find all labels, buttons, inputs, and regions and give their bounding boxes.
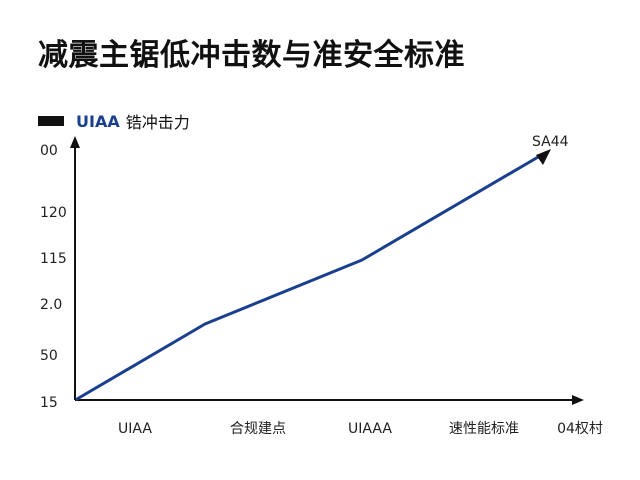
x-tick-label: 速性能标准: [449, 421, 519, 437]
y-tick-label: 115: [40, 251, 67, 267]
y-tick-label: 2.0: [40, 297, 62, 313]
x-tick-labels: UIAA 合规建点 UIAAA 速性能标准 04权村: [118, 421, 603, 437]
legend-series-label-2: 锆冲击力: [125, 113, 190, 132]
y-axis-arrow: [70, 136, 80, 148]
y-tick-labels: 00 120 115 2.0 50 15: [40, 143, 67, 411]
series-line: [75, 151, 547, 401]
chart-title: 减震主锯低冲击数与准安全标准: [38, 38, 465, 73]
y-tick-label: 00: [40, 143, 58, 159]
end-annotation: SA44: [532, 134, 569, 150]
y-tick-label: 15: [40, 395, 58, 411]
y-tick-label: 120: [40, 205, 67, 221]
axes: [70, 136, 584, 405]
legend: UIAA 锆冲击力: [38, 111, 190, 132]
legend-series-label: UIAA: [76, 111, 120, 131]
y-tick-label: 50: [40, 348, 58, 364]
series-group: [75, 149, 551, 401]
x-tick-label: UIAAA: [348, 421, 392, 437]
series-end-arrow: [536, 149, 551, 165]
x-tick-label: 04权村: [557, 421, 603, 437]
x-tick-label: UIAA: [118, 421, 152, 437]
x-tick-label: 合规建点: [230, 421, 286, 437]
legend-swatch: [38, 116, 64, 126]
x-axis-arrow: [572, 395, 584, 405]
